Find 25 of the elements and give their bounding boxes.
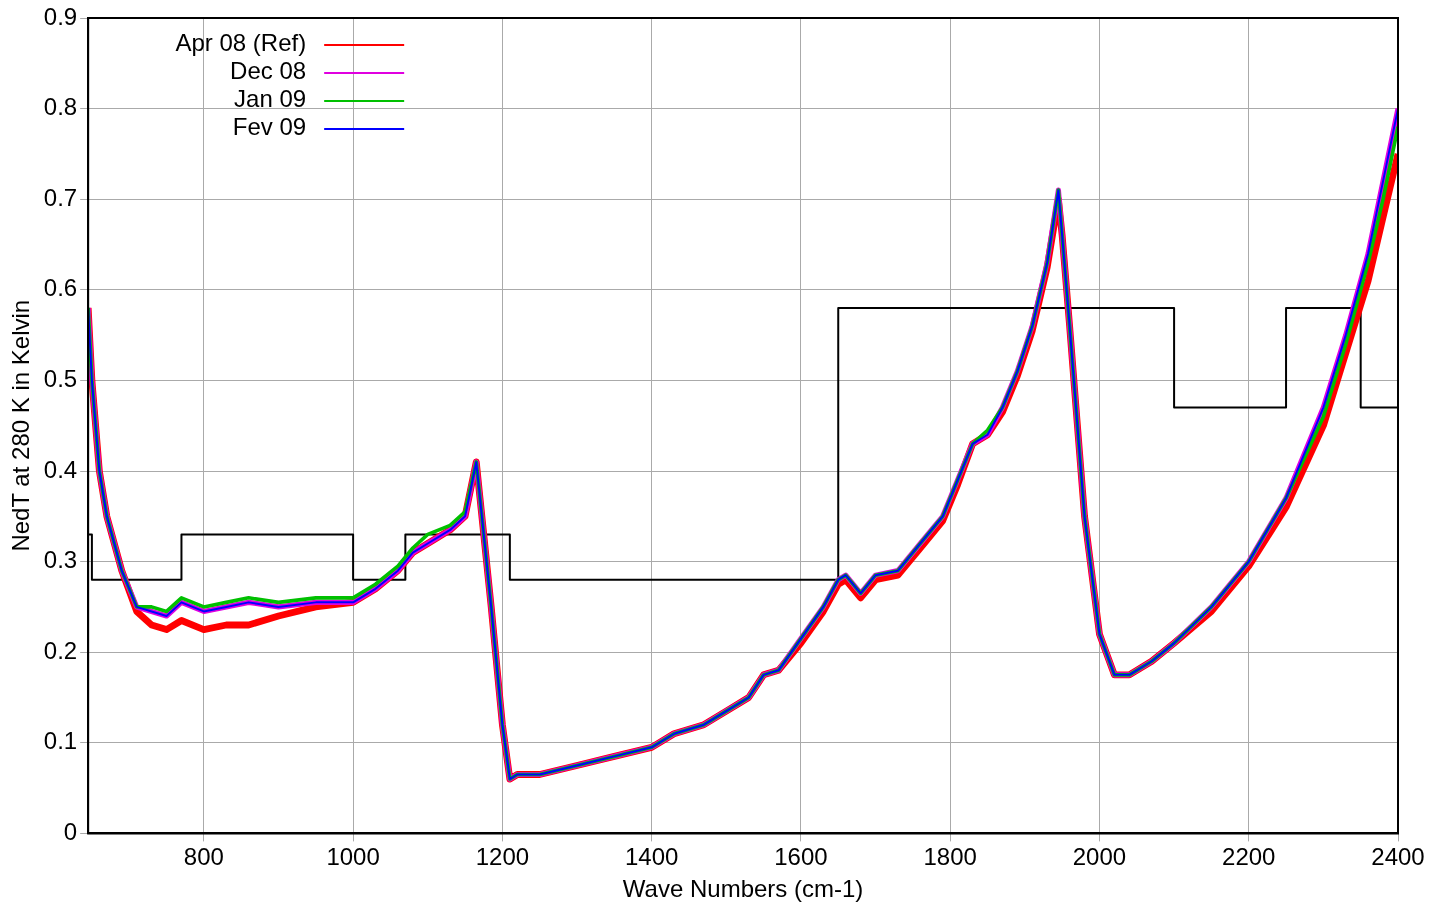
y-tick-label: 0.7 [43, 183, 78, 211]
x-tick-label: 2200 [1222, 843, 1276, 871]
x-tick-label: 1600 [774, 843, 828, 871]
y-axis-title: NedT at 280 K in Kelvin [7, 299, 35, 552]
y-tick-label: 0.1 [43, 727, 78, 755]
legend-label: Jan 09 [234, 84, 307, 112]
y-tick-label: 0.4 [43, 455, 78, 483]
y-tick-label: 0.2 [43, 636, 78, 664]
y-tick-label: 0 [63, 818, 78, 846]
y-tick-label: 0.6 [43, 274, 78, 302]
legend-label: Dec 08 [230, 56, 307, 84]
x-tick-label: 2400 [1371, 843, 1425, 871]
y-tick-label: 0.5 [43, 365, 78, 393]
y-tick-label: 0.3 [43, 546, 78, 574]
x-tick-label: 1800 [923, 843, 977, 871]
y-tick-label: 0.9 [43, 2, 78, 30]
legend-label: Fev 09 [232, 112, 307, 140]
x-tick-label: 1000 [326, 843, 380, 871]
x-axis-title: Wave Numbers (cm-1) [622, 875, 864, 903]
x-tick-label: 2000 [1072, 843, 1127, 871]
legend-label: Apr 08 (Ref) [175, 28, 307, 56]
x-tick-label: 1200 [475, 843, 530, 871]
y-tick-label: 0.8 [43, 93, 78, 121]
x-tick-label: 800 [183, 843, 224, 871]
x-tick-label: 1400 [624, 843, 679, 871]
